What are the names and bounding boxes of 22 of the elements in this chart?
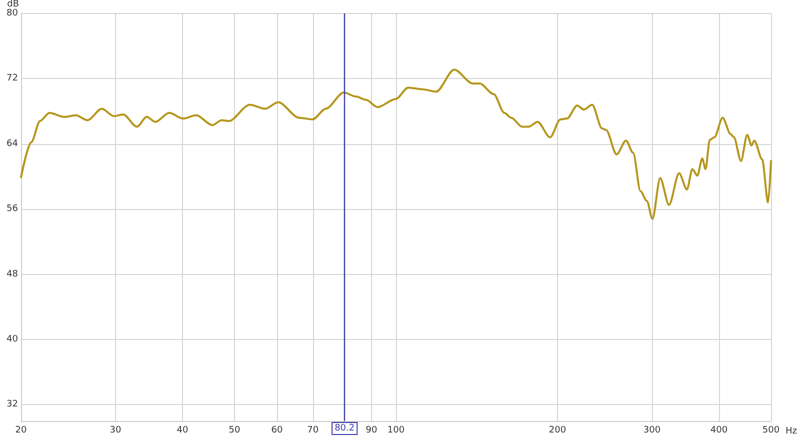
x-tick-label: 400 (710, 426, 728, 436)
x-tick-label: 40 (176, 426, 189, 436)
ref-line-label: 80.2 (334, 424, 355, 434)
x-tick-label: 60 (271, 426, 283, 436)
y-axis-title: dB (7, 0, 19, 10)
x-axis-title: Hz (786, 426, 798, 436)
x-tick-label: 70 (307, 426, 319, 436)
y-tick-label: 64 (6, 138, 18, 149)
y-tick-label: 40 (6, 334, 18, 344)
x-tick-label: 50 (228, 426, 240, 436)
y-tick-label: 80 (6, 8, 18, 18)
x-tick-label: 90 (366, 426, 378, 436)
x-tick-label: 500 (762, 426, 780, 436)
x-tick-label: 300 (643, 426, 661, 436)
x-tick-label: 200 (548, 426, 566, 436)
y-tick-label: 32 (6, 400, 18, 410)
y-tick-label: 56 (6, 204, 18, 214)
y-tick-label: 48 (6, 269, 18, 280)
y-tick-label: 72 (6, 74, 18, 84)
x-tick-label: 100 (387, 426, 405, 436)
x-tick-label: 30 (110, 426, 122, 436)
x-tick-label: 20 (15, 426, 27, 436)
